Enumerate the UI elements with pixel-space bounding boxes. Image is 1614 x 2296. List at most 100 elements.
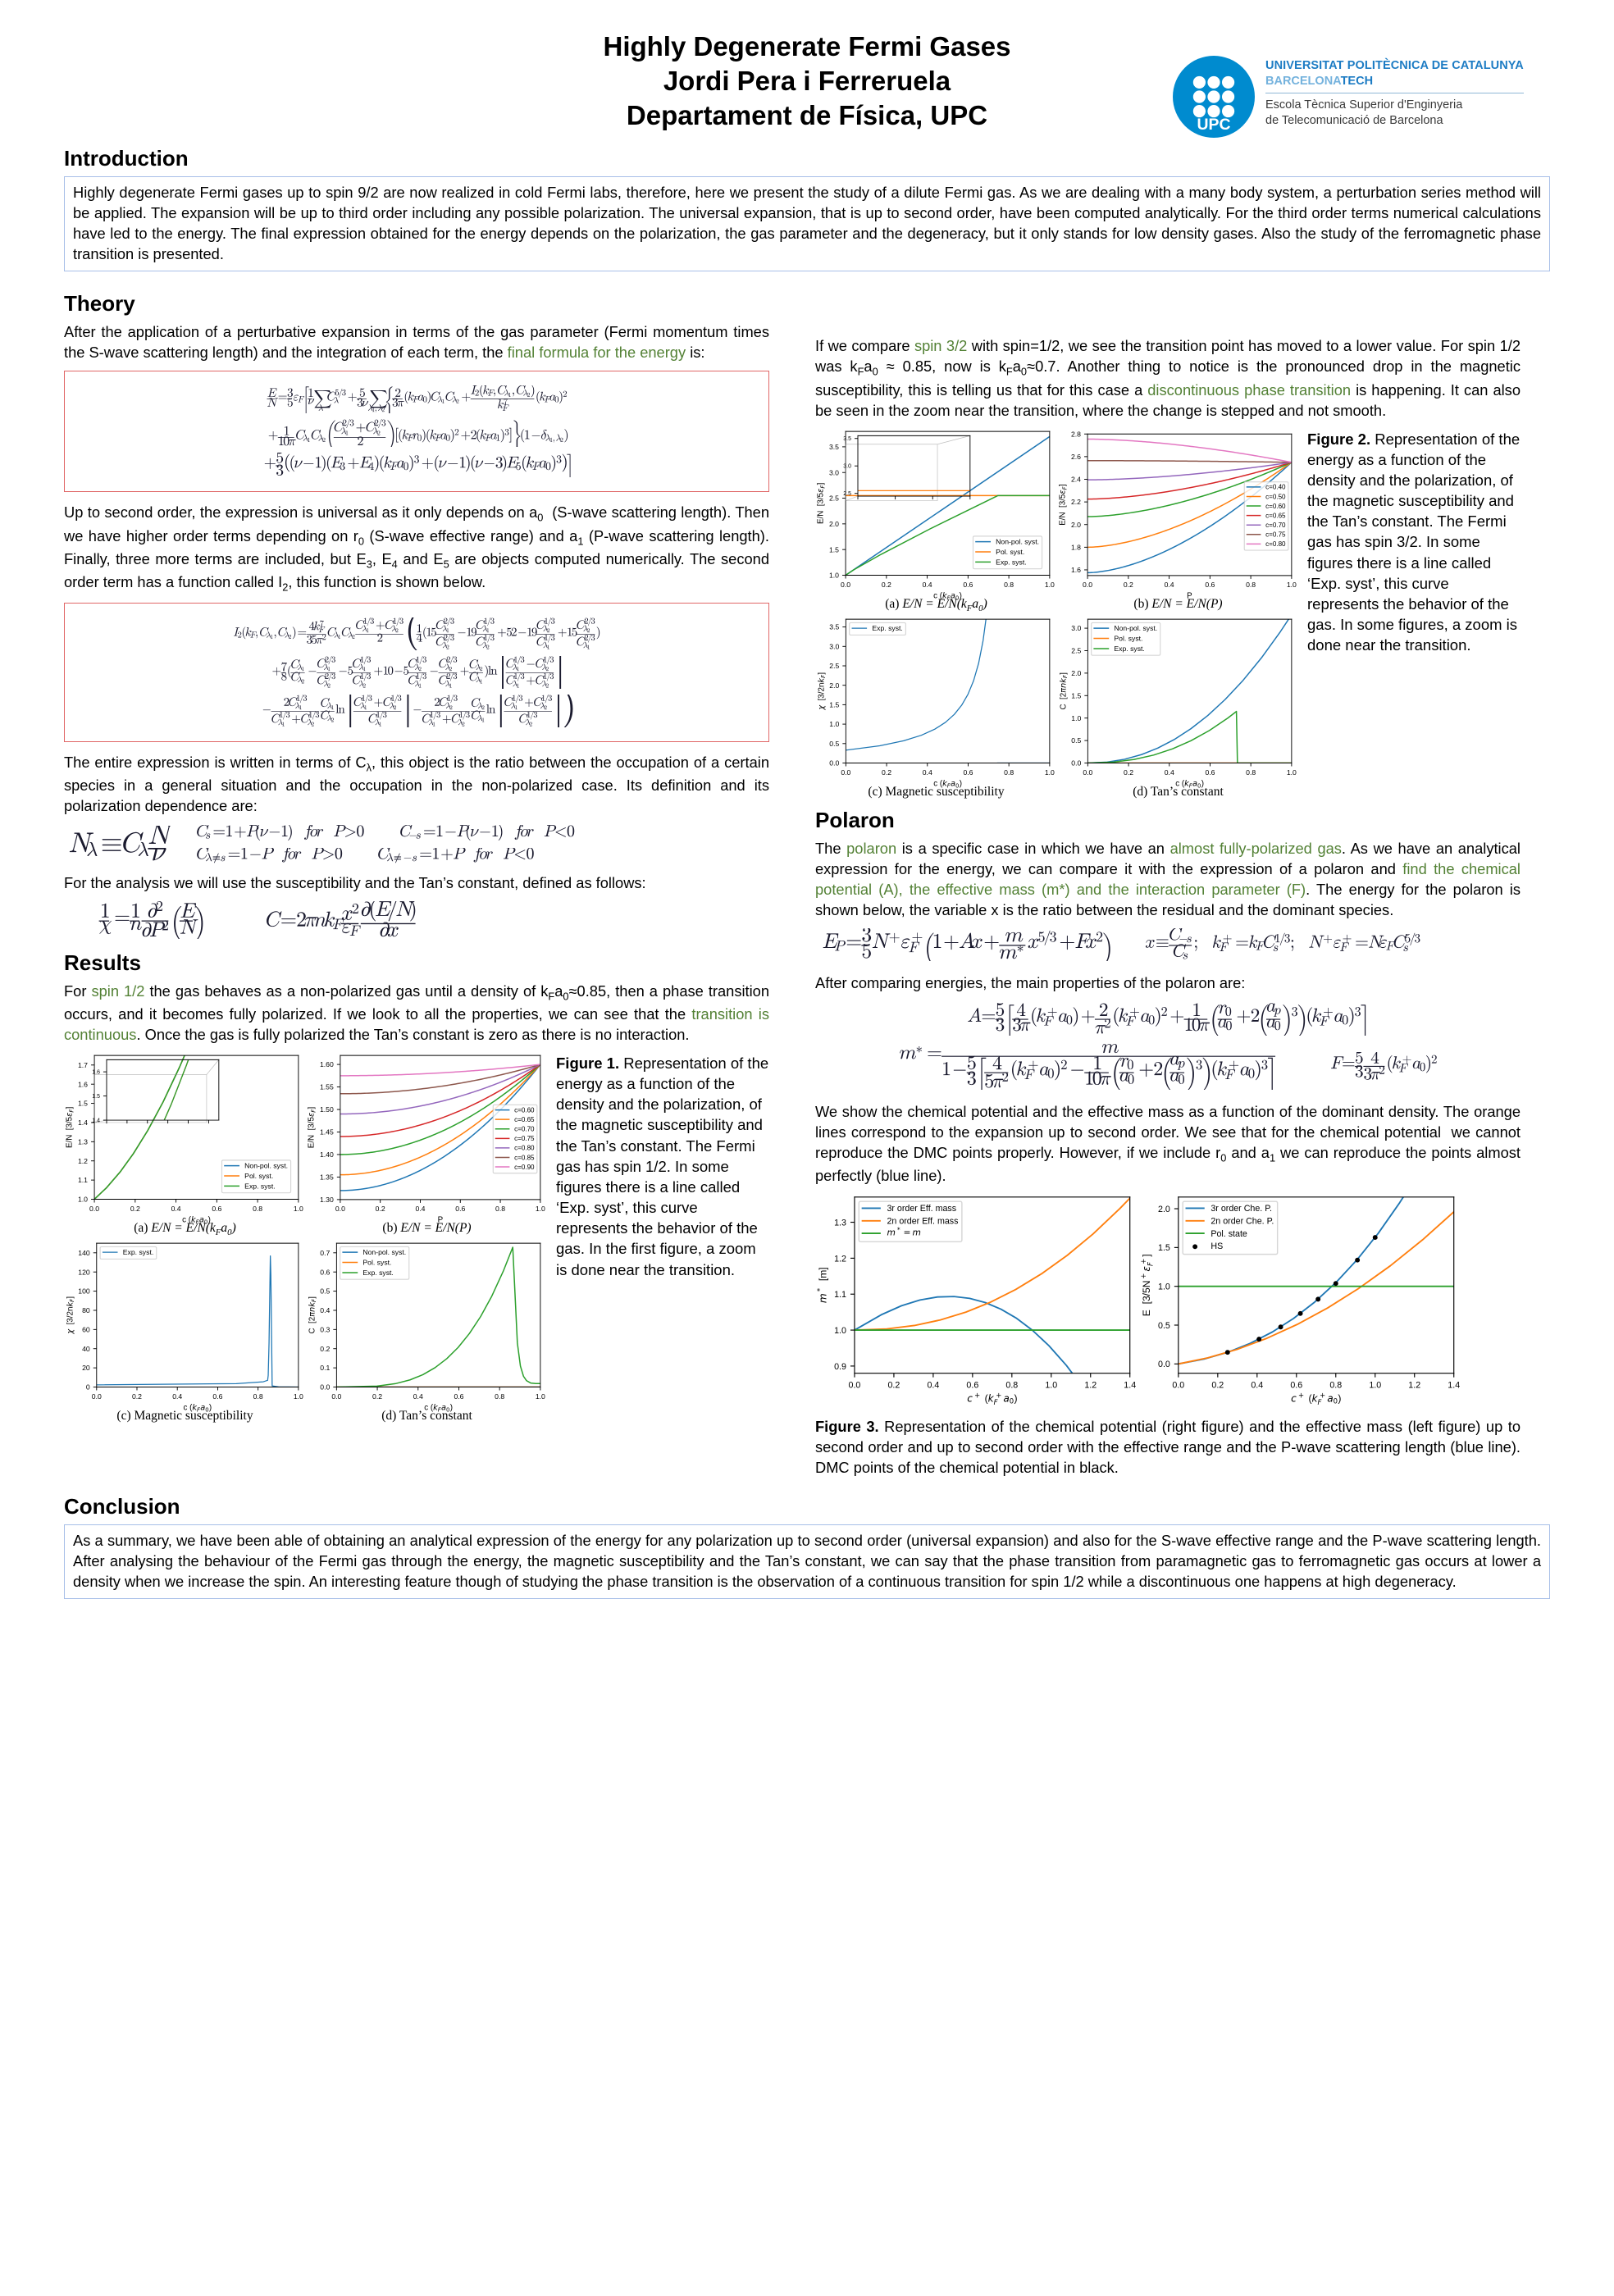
svg-text:0.4: 0.4 xyxy=(172,1392,182,1401)
svg-text:1.2: 1.2 xyxy=(834,1254,846,1264)
svg-text:c=0.65: c=0.65 xyxy=(1265,512,1286,519)
svg-text:Pol. syst.: Pol. syst. xyxy=(1114,634,1142,642)
svg-text:0.5: 0.5 xyxy=(320,1287,330,1296)
svg-text:0.6: 0.6 xyxy=(963,580,973,588)
svg-text:1.0: 1.0 xyxy=(1287,768,1297,776)
svg-text:1.50: 1.50 xyxy=(320,1105,334,1114)
svg-text:40: 40 xyxy=(82,1345,90,1353)
svg-text:2.5: 2.5 xyxy=(1071,646,1081,654)
svg-text:0.6: 0.6 xyxy=(455,1205,465,1213)
svg-text:0.4: 0.4 xyxy=(413,1392,423,1401)
svg-text:1.45: 1.45 xyxy=(320,1128,334,1137)
svg-text:0.4: 0.4 xyxy=(171,1205,181,1213)
svg-text:1.1: 1.1 xyxy=(834,1290,846,1300)
svg-text:Exp. syst.: Exp. syst. xyxy=(996,558,1026,566)
svg-text:0.6: 0.6 xyxy=(212,1205,221,1213)
svg-text:2.0: 2.0 xyxy=(1071,521,1081,529)
svg-text:2.5: 2.5 xyxy=(829,662,839,670)
svg-text:0.2: 0.2 xyxy=(882,768,891,776)
svg-text:3.5: 3.5 xyxy=(829,622,839,631)
svg-text:1.35: 1.35 xyxy=(320,1173,334,1181)
svg-text:c=0.70: c=0.70 xyxy=(514,1126,535,1133)
svg-text:1.7: 1.7 xyxy=(78,1061,88,1069)
svg-text:0.4: 0.4 xyxy=(415,1205,425,1213)
svg-text:140: 140 xyxy=(78,1249,90,1257)
svg-text:0.8: 0.8 xyxy=(253,1392,263,1401)
svg-text:1.60: 1.60 xyxy=(320,1060,334,1068)
svg-text:0.8: 0.8 xyxy=(253,1205,262,1213)
svg-text:0.8: 0.8 xyxy=(495,1205,505,1213)
svg-text:1.2: 1.2 xyxy=(78,1157,88,1165)
svg-text:3.5: 3.5 xyxy=(843,436,851,442)
svg-text:1.5: 1.5 xyxy=(829,545,839,554)
svg-text:0.6: 0.6 xyxy=(1205,581,1215,589)
svg-text:3.5: 3.5 xyxy=(829,443,839,451)
svg-text:0.0: 0.0 xyxy=(92,1392,102,1401)
svg-text:0.0: 0.0 xyxy=(1083,768,1092,776)
svg-text:cka++0()F: c k a+ +0()F xyxy=(1291,1392,1341,1406)
svg-text:1.4: 1.4 xyxy=(1124,1381,1136,1391)
svg-text:0.5: 0.5 xyxy=(1158,1321,1170,1331)
svg-text:3.0: 3.0 xyxy=(829,642,839,650)
svg-text:c=0.75: c=0.75 xyxy=(514,1135,535,1142)
svg-text:Non-pol. syst.: Non-pol. syst. xyxy=(362,1248,406,1256)
svg-text:3r order Che. P.: 3r order Che. P. xyxy=(1210,1204,1272,1214)
svg-text:0.4: 0.4 xyxy=(320,1306,330,1314)
svg-text:0.8: 0.8 xyxy=(1004,580,1014,588)
svg-text:Pol. syst.: Pol. syst. xyxy=(996,548,1024,556)
svg-text:0.8: 0.8 xyxy=(1246,581,1256,589)
svg-text:C[2]πnkF: C[2]πnkF xyxy=(308,1296,317,1334)
svg-text:Exp. syst.: Exp. syst. xyxy=(123,1248,153,1256)
svg-text:0.8: 0.8 xyxy=(1329,1381,1342,1391)
svg-text:120: 120 xyxy=(78,1268,90,1276)
svg-text:0.2: 0.2 xyxy=(887,1381,900,1391)
svg-text:2.2: 2.2 xyxy=(1071,498,1081,506)
svg-text:c=0.50: c=0.50 xyxy=(1265,493,1286,500)
svg-text:1.0: 1.0 xyxy=(78,1196,88,1204)
svg-text:1.55: 1.55 xyxy=(320,1083,334,1091)
svg-text:0.0: 0.0 xyxy=(841,768,850,776)
svg-text:1.2: 1.2 xyxy=(1084,1381,1097,1391)
svg-text:2.0: 2.0 xyxy=(829,520,839,528)
svg-text:0.2: 0.2 xyxy=(132,1392,142,1401)
svg-text:c=0.40: c=0.40 xyxy=(1265,483,1286,490)
svg-text:1.8: 1.8 xyxy=(1071,543,1081,551)
svg-text:0.6: 0.6 xyxy=(1290,1381,1302,1391)
svg-text:0.7: 0.7 xyxy=(320,1249,330,1257)
svg-text:2.5: 2.5 xyxy=(829,494,839,502)
svg-text:0.2: 0.2 xyxy=(320,1345,330,1353)
svg-text:0.9: 0.9 xyxy=(834,1362,846,1372)
svg-text:0.2: 0.2 xyxy=(1124,768,1133,776)
svg-text:80: 80 xyxy=(82,1306,90,1314)
svg-text:0.4: 0.4 xyxy=(927,1381,939,1391)
svg-text:Exp. syst.: Exp. syst. xyxy=(244,1182,275,1190)
svg-text:0.4: 0.4 xyxy=(923,580,932,588)
svg-text:1.3: 1.3 xyxy=(78,1137,88,1146)
svg-text:1.5: 1.5 xyxy=(1071,691,1081,699)
svg-text:c=0.80: c=0.80 xyxy=(514,1145,535,1152)
svg-text:C[2]πnkF: C[2]πnkF xyxy=(1059,672,1069,709)
svg-text:1.4: 1.4 xyxy=(1448,1381,1460,1391)
svg-text:2n order Che. P.: 2n order Che. P. xyxy=(1210,1217,1274,1227)
svg-text:0.0: 0.0 xyxy=(849,1381,861,1391)
svg-text:0.2: 0.2 xyxy=(376,1205,385,1213)
svg-text:1.6: 1.6 xyxy=(78,1080,88,1088)
svg-text:100: 100 xyxy=(78,1287,90,1296)
svg-text:Exp. syst.: Exp. syst. xyxy=(362,1269,393,1277)
svg-text:0.6: 0.6 xyxy=(320,1268,330,1276)
svg-text:UPC: UPC xyxy=(1197,116,1230,134)
svg-text:1.0: 1.0 xyxy=(1158,1282,1170,1292)
svg-text:1.6: 1.6 xyxy=(1071,566,1081,574)
svg-text:1.4: 1.4 xyxy=(78,1118,88,1127)
svg-text:c=0.60: c=0.60 xyxy=(1265,503,1286,510)
svg-text:0.0: 0.0 xyxy=(89,1205,99,1213)
svg-text:60: 60 xyxy=(82,1325,90,1333)
svg-text:1.0: 1.0 xyxy=(1369,1381,1381,1391)
svg-text:0.8: 0.8 xyxy=(1246,768,1256,776)
svg-text:c=0.75: c=0.75 xyxy=(1265,531,1286,538)
svg-text:0.0: 0.0 xyxy=(829,758,839,767)
svg-text:0.6: 0.6 xyxy=(966,1381,978,1391)
svg-text:0.8: 0.8 xyxy=(495,1392,504,1401)
svg-text:Non-pol. syst.: Non-pol. syst. xyxy=(1114,624,1157,632)
svg-text:1.0: 1.0 xyxy=(1287,581,1297,589)
